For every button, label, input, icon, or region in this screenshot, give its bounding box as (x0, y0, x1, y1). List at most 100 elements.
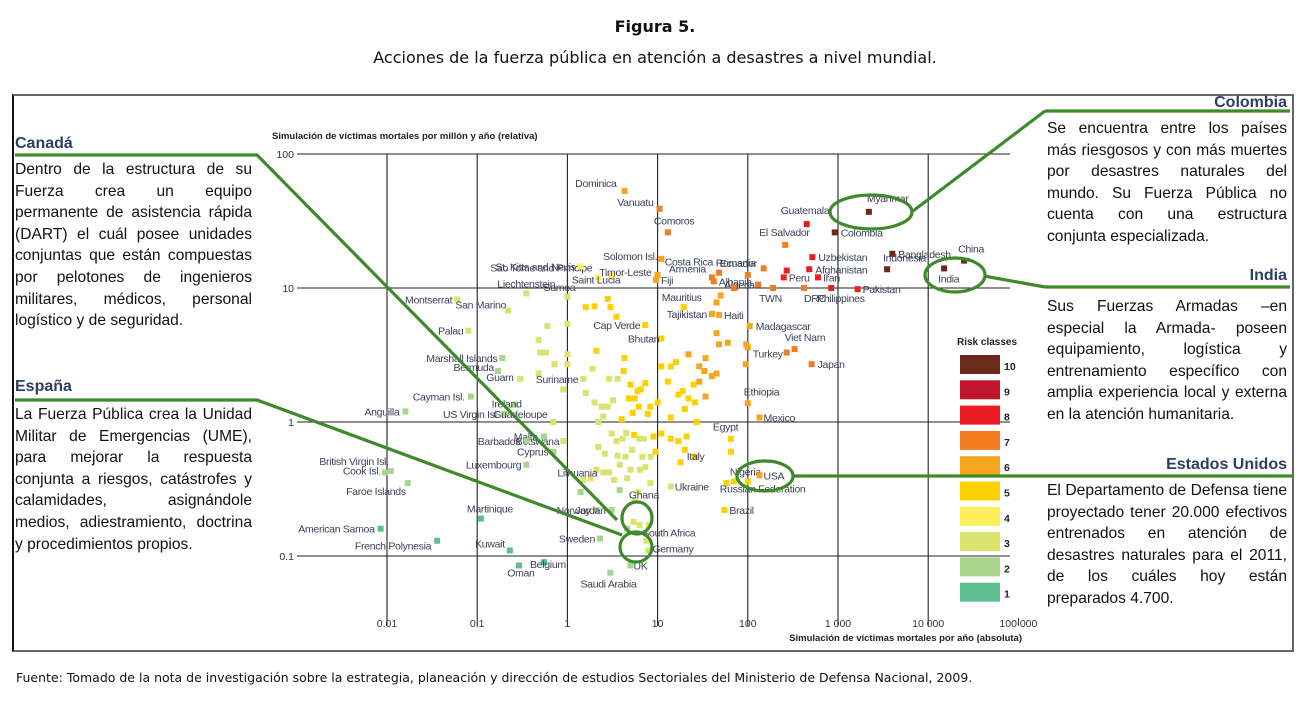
ghana-highlight-ellipse (620, 500, 654, 536)
point-label: Armenia (669, 263, 706, 275)
y-axis-title: Simulación de víctimas mortales por mill… (272, 131, 538, 142)
data-point (467, 393, 474, 400)
point-label: Turkey (753, 349, 784, 361)
y-tick-label: 100 (276, 149, 294, 161)
point-label: Timor-Leste (599, 267, 652, 279)
data-point (511, 401, 518, 408)
data-point (477, 515, 484, 522)
data-point (708, 373, 715, 380)
data-point (744, 400, 751, 407)
point-label: Cayman Isl. (413, 391, 465, 403)
data-point (854, 286, 861, 293)
data-point (716, 269, 723, 276)
data-point (642, 380, 649, 387)
point-label: Philippines (817, 293, 865, 305)
point-label: Afghanistan (815, 264, 868, 276)
data-point (604, 295, 611, 302)
point-label: Martinique (467, 504, 513, 516)
data-point (653, 276, 660, 283)
legend: Risk classes 10 9 8 7 6 5 4 3 2 1 (957, 337, 1017, 602)
data-point (713, 330, 720, 337)
point-label: China (958, 244, 984, 256)
legend-swatch (960, 380, 1000, 400)
data-point (587, 475, 594, 482)
x-tick-label: 0.01 (377, 618, 398, 630)
figure-frame (12, 94, 1294, 652)
data-point (577, 263, 584, 270)
data-point (679, 388, 686, 395)
data-point (627, 381, 634, 388)
canada-title: Canadá (15, 135, 73, 152)
data-point (551, 361, 558, 368)
point-label: Palau (438, 326, 464, 338)
point-label: Luxembourg (466, 460, 522, 472)
data-point (591, 399, 598, 406)
usa-body: El Departamento de Defensa tiene proyect… (1047, 482, 1287, 607)
data-point (647, 453, 654, 460)
india-title: India (1249, 267, 1287, 284)
legend-title: Risk classes (957, 337, 1017, 348)
data-point (560, 386, 567, 393)
data-point (564, 351, 571, 358)
data-point (600, 413, 607, 420)
point-label: Viet Nam (785, 332, 826, 344)
y-tick-label: 1 (288, 417, 294, 429)
point-label: Bangladesh (898, 249, 951, 261)
figure-subtitle: Acciones de la fuerza pública en atenció… (373, 48, 937, 67)
legend-swatch (960, 506, 1000, 526)
usa-title: Estados Unidos (1166, 456, 1287, 473)
data-point (701, 368, 708, 375)
data-point (692, 399, 699, 406)
data-point (693, 419, 700, 425)
data-point (658, 255, 665, 262)
data-point (601, 450, 608, 457)
point-label: Comoros (654, 215, 695, 227)
point-label: Anguilla (364, 406, 399, 418)
data-point (630, 518, 637, 525)
legend-label: 3 (1004, 538, 1010, 550)
data-point (806, 266, 813, 273)
data-point (608, 507, 615, 514)
india-highlight-ellipse (923, 256, 987, 294)
data-point (636, 435, 643, 442)
data-point (742, 361, 749, 368)
data-point (613, 438, 620, 445)
data-point (604, 403, 611, 410)
data-point (814, 274, 821, 281)
data-point (614, 375, 621, 382)
point-label: Sweden (559, 534, 596, 546)
data-point (658, 430, 665, 437)
point-label: St. Kitts and Nevis (495, 261, 575, 273)
data-point (614, 452, 621, 459)
point-label: Japan (818, 359, 846, 371)
colombia-callout-line (912, 109, 1046, 213)
data-point (721, 507, 728, 514)
point-label: Mauritius (662, 292, 702, 304)
data-point (564, 361, 571, 368)
data-point (465, 327, 472, 334)
data-point (716, 311, 723, 318)
x-tick-label: 100 (739, 618, 757, 630)
point-label: Haiti (724, 310, 744, 322)
data-point (606, 469, 613, 476)
data-point (540, 559, 547, 566)
data-point (637, 466, 644, 473)
data-point (434, 537, 441, 544)
data-point (377, 525, 384, 532)
data-point (635, 489, 642, 496)
india-body: Sus Fuerzas Armadas –en especial la Arma… (1047, 298, 1287, 423)
point-label: South Africa (642, 528, 695, 540)
data-point (683, 433, 690, 440)
data-point (505, 307, 512, 314)
data-point (667, 363, 674, 370)
data-point (713, 299, 720, 306)
point-label: Saudi Arabia (580, 579, 636, 591)
data-point (756, 414, 763, 421)
legend-swatch (960, 557, 1000, 577)
data-point (760, 265, 767, 272)
data-point (717, 292, 724, 299)
data-point (675, 438, 682, 445)
point-label: El Salvador (759, 227, 810, 239)
data-point (696, 363, 703, 370)
